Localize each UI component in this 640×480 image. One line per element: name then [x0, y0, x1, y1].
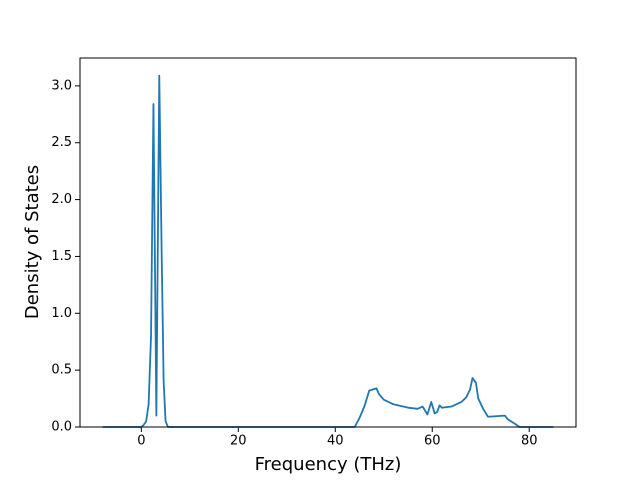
x-axis-label: Frequency (THz) [255, 454, 402, 475]
y-tick-label: 1.5 [51, 249, 72, 264]
x-tick-label: 60 [424, 434, 441, 449]
x-tick-label: 40 [327, 434, 344, 449]
x-tick-label: 80 [521, 434, 538, 449]
y-tick-label: 0.5 [51, 363, 72, 378]
y-tick-label: 1.0 [51, 306, 72, 321]
x-tick-label: 0 [137, 434, 145, 449]
y-tick-label: 2.0 [51, 192, 72, 207]
y-tick-label: 0.0 [51, 420, 72, 435]
data-line [102, 74, 554, 428]
y-axis-label: Density of States [22, 165, 43, 319]
y-tick-label: 3.0 [51, 78, 72, 93]
plot-frame [79, 57, 577, 428]
y-tick-label: 2.5 [51, 135, 72, 150]
x-tick-label: 20 [230, 434, 247, 449]
